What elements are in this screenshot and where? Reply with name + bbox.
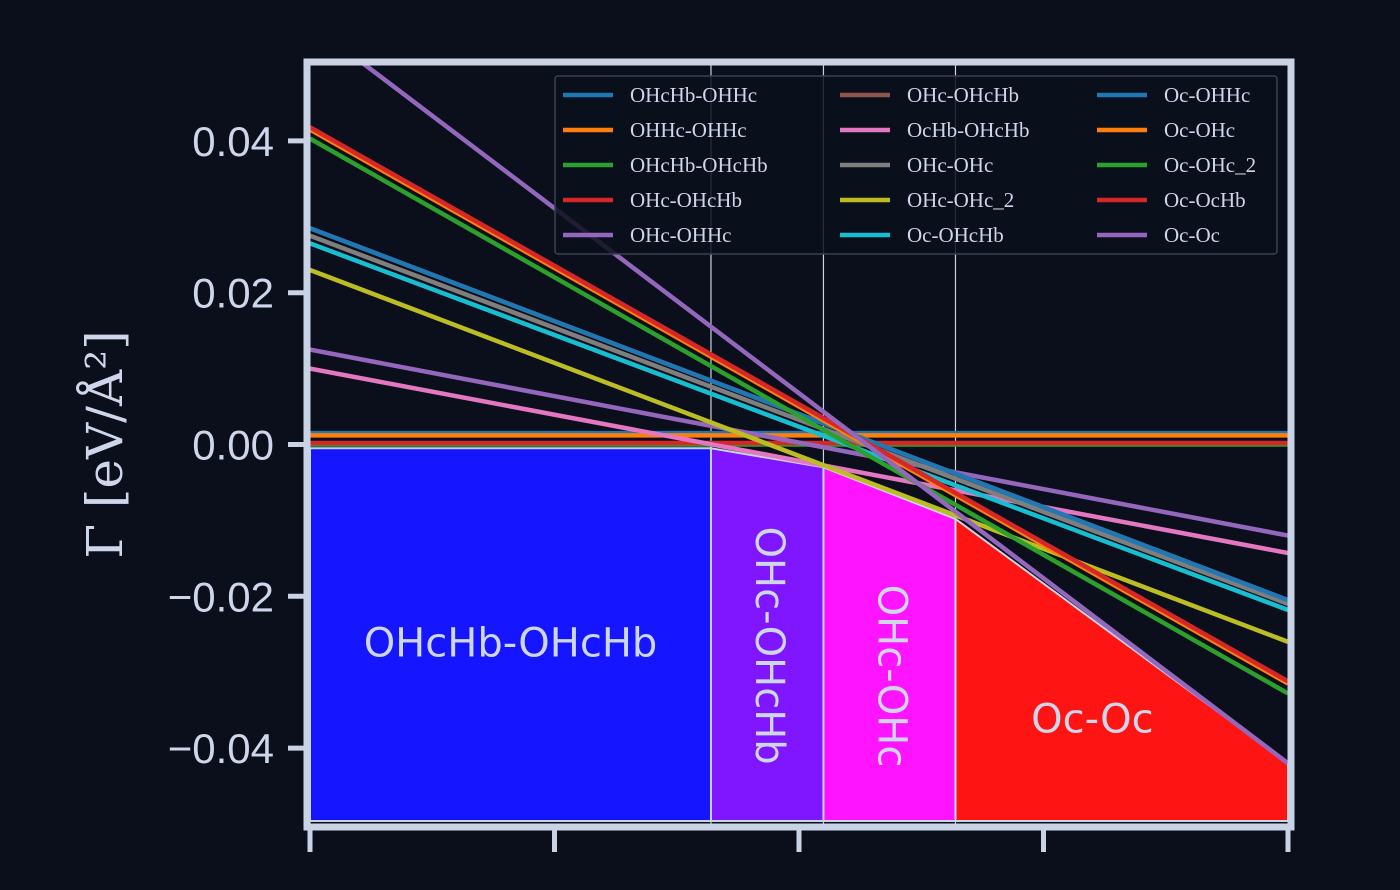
legend-label: Oc-OHcHb [907, 223, 1004, 247]
y-tick-label: −0.02 [168, 573, 274, 620]
legend-label: OHc-OHHc [630, 223, 731, 247]
region-label: OHcHb-OHcHb [364, 621, 658, 667]
legend-label: OHHc-OHHc [630, 118, 747, 142]
y-tick-label: 0.02 [192, 270, 274, 317]
legend-label: OHc-OHcHb [907, 83, 1019, 107]
series-line-ohc-ohc_2 [310, 267, 1288, 644]
y-ticks: 0.04 0.02 0.00 −0.02 −0.04 [168, 118, 307, 772]
legend-label: OcHb-OHcHb [907, 118, 1029, 142]
legend-label: OHcHb-OHHc [630, 83, 757, 107]
legend-label: Oc-Oc [1164, 223, 1220, 247]
series-line-ohc-ohc [310, 233, 1288, 606]
legend-label: OHc-OHc [907, 153, 993, 177]
y-tick-label: −0.04 [168, 725, 274, 772]
region-label: OHc-OHcHb [746, 527, 792, 765]
legend-label: OHcHb-OHcHb [630, 153, 768, 177]
region-label: OHc-OHc [868, 585, 914, 768]
series-line-oc-ohc_2 [310, 136, 1288, 696]
series-line-ochb-ohchb [310, 366, 1288, 556]
legend-label: OHc-OHc_2 [907, 188, 1014, 212]
series-line-ohc-ohhc [310, 347, 1288, 538]
y-tick-label: 0.04 [192, 118, 274, 165]
legend-label: Oc-OHc [1164, 118, 1235, 142]
series-line-oc-ohchb [310, 241, 1288, 613]
region-label: Oc-Oc [1031, 697, 1154, 743]
legend-label: Oc-OHc_2 [1164, 153, 1256, 177]
legend-label: Oc-OHHc [1164, 83, 1250, 107]
series-line-oc-ochb [310, 125, 1288, 684]
y-tick-label: 0.00 [192, 422, 274, 469]
y-axis-label: Γ [eV/Å²] [75, 330, 134, 558]
legend: OHcHb-OHHc OHHc-OHHc OHcHb-OHcHb OHc-OHcHb O… [554, 75, 1278, 255]
legend-box [554, 75, 1278, 255]
series-line-oc-oc [361, 65, 1288, 766]
region-labels: OHcHb-OHcHb OHc-OHcHb OHc-OHc Oc-Oc [364, 527, 1154, 768]
legend-label: Oc-OcHb [1164, 188, 1246, 212]
legend-label: OHc-OHcHb [630, 188, 742, 212]
x-ticks [307, 827, 1291, 852]
series-lines [310, 65, 1288, 766]
